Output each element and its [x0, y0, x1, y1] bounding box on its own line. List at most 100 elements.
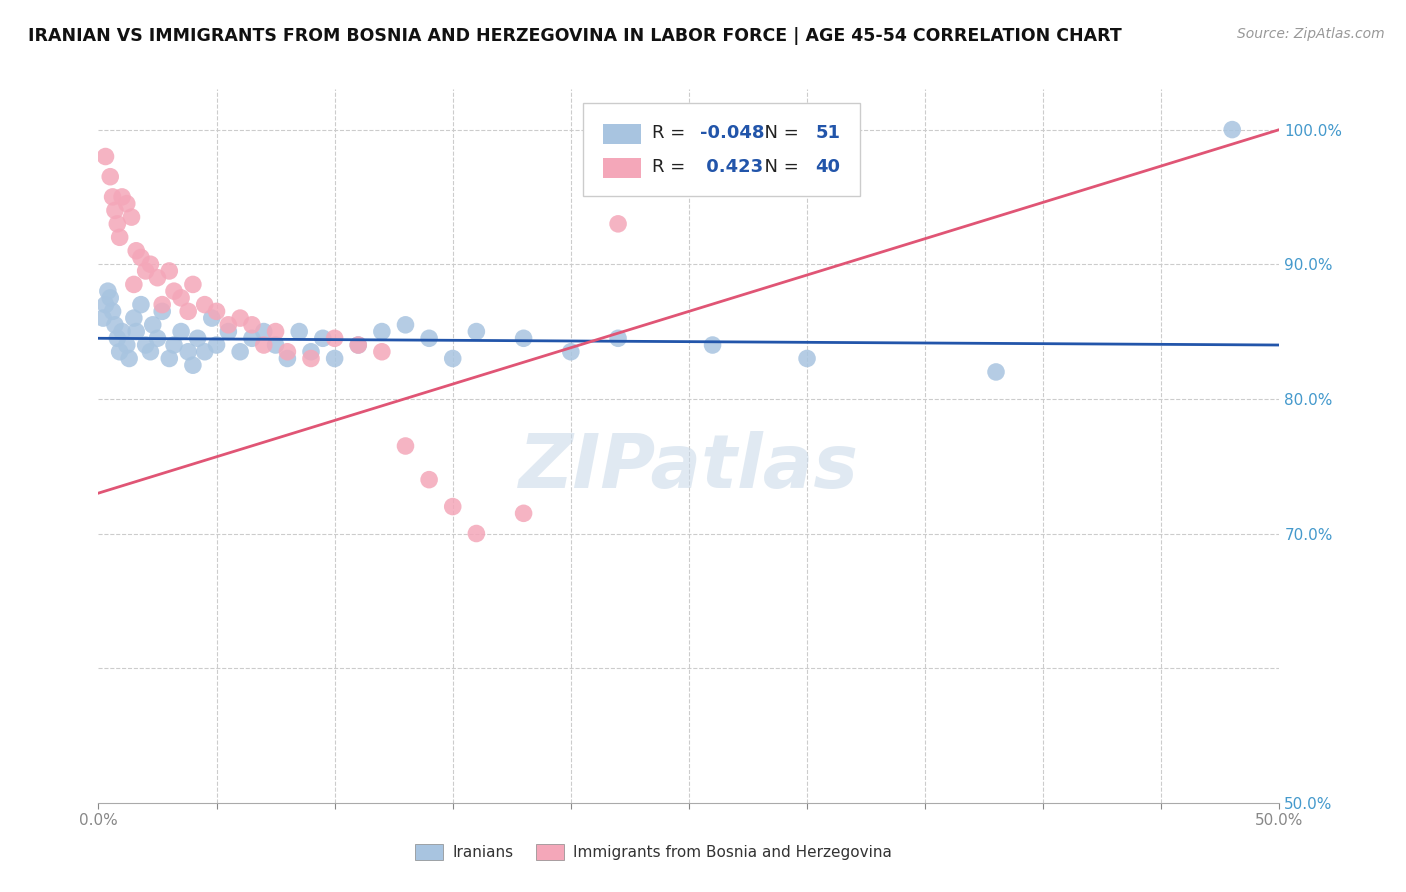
Point	[129, 251, 152, 265]
Point	[122, 277, 145, 292]
Point	[371, 344, 394, 359]
Point	[205, 338, 228, 352]
Point	[217, 318, 239, 332]
Point	[512, 506, 534, 520]
Point	[217, 325, 239, 339]
Point	[98, 291, 121, 305]
FancyBboxPatch shape	[582, 103, 860, 196]
Point	[125, 325, 148, 339]
Point	[323, 351, 346, 366]
FancyBboxPatch shape	[603, 124, 641, 145]
Point	[157, 351, 180, 366]
Point	[299, 344, 322, 359]
Point	[371, 325, 394, 339]
Point	[177, 344, 200, 359]
Point	[129, 298, 152, 312]
Point	[157, 264, 180, 278]
Point	[108, 344, 131, 359]
Point	[229, 344, 252, 359]
Text: 51: 51	[815, 125, 841, 143]
FancyBboxPatch shape	[603, 158, 641, 178]
Point	[984, 365, 1007, 379]
Point	[418, 473, 440, 487]
Point	[139, 344, 162, 359]
Point	[240, 331, 263, 345]
Point	[288, 325, 311, 339]
Point	[312, 331, 335, 345]
Point	[94, 149, 117, 163]
Point	[91, 311, 114, 326]
Legend: Iranians, Immigrants from Bosnia and Herzegovina: Iranians, Immigrants from Bosnia and Her…	[409, 838, 898, 866]
Point	[194, 298, 217, 312]
Point	[607, 217, 630, 231]
Point	[253, 325, 276, 339]
Point	[98, 169, 121, 184]
Text: ZIPatlas: ZIPatlas	[519, 431, 859, 504]
Point	[139, 257, 162, 271]
Point	[441, 500, 464, 514]
Point	[146, 331, 169, 345]
Point	[276, 344, 298, 359]
Text: -0.048: -0.048	[700, 125, 763, 143]
Point	[1220, 122, 1243, 136]
Point	[121, 210, 143, 224]
Point	[418, 331, 440, 345]
Point	[115, 196, 138, 211]
Point	[299, 351, 322, 366]
Point	[229, 311, 252, 326]
Point	[94, 298, 117, 312]
Point	[150, 298, 173, 312]
Point	[194, 344, 217, 359]
Point	[187, 331, 209, 345]
Point	[101, 304, 124, 318]
Point	[201, 311, 224, 326]
Point	[702, 338, 724, 352]
Point	[163, 338, 186, 352]
Point	[105, 331, 128, 345]
Point	[150, 304, 173, 318]
Point	[125, 244, 148, 258]
Point	[323, 331, 346, 345]
Point	[104, 318, 127, 332]
Point	[253, 338, 276, 352]
Point	[97, 284, 120, 298]
Point	[111, 325, 134, 339]
Point	[264, 338, 287, 352]
Text: R =: R =	[652, 125, 692, 143]
Text: R =: R =	[652, 158, 692, 176]
Text: 40: 40	[815, 158, 841, 176]
Point	[240, 318, 263, 332]
Point	[177, 304, 200, 318]
Text: N =: N =	[752, 125, 804, 143]
Point	[205, 304, 228, 318]
Point	[104, 203, 127, 218]
Point	[170, 291, 193, 305]
Point	[135, 264, 157, 278]
Point	[394, 318, 416, 332]
Point	[146, 270, 169, 285]
Point	[441, 351, 464, 366]
Point	[560, 344, 582, 359]
Point	[465, 325, 488, 339]
Point	[796, 351, 818, 366]
Point	[101, 190, 124, 204]
Point	[163, 284, 186, 298]
Text: 0.423: 0.423	[700, 158, 762, 176]
Point	[512, 331, 534, 345]
Point	[607, 331, 630, 345]
Point	[347, 338, 370, 352]
Point	[276, 351, 298, 366]
Text: Source: ZipAtlas.com: Source: ZipAtlas.com	[1237, 27, 1385, 41]
Point	[181, 358, 204, 372]
Point	[122, 311, 145, 326]
Point	[347, 338, 370, 352]
Point	[115, 338, 138, 352]
Point	[118, 351, 141, 366]
Point	[394, 439, 416, 453]
Point	[135, 338, 157, 352]
Point	[108, 230, 131, 244]
Point	[181, 277, 204, 292]
Point	[465, 526, 488, 541]
Point	[264, 325, 287, 339]
Point	[105, 217, 128, 231]
